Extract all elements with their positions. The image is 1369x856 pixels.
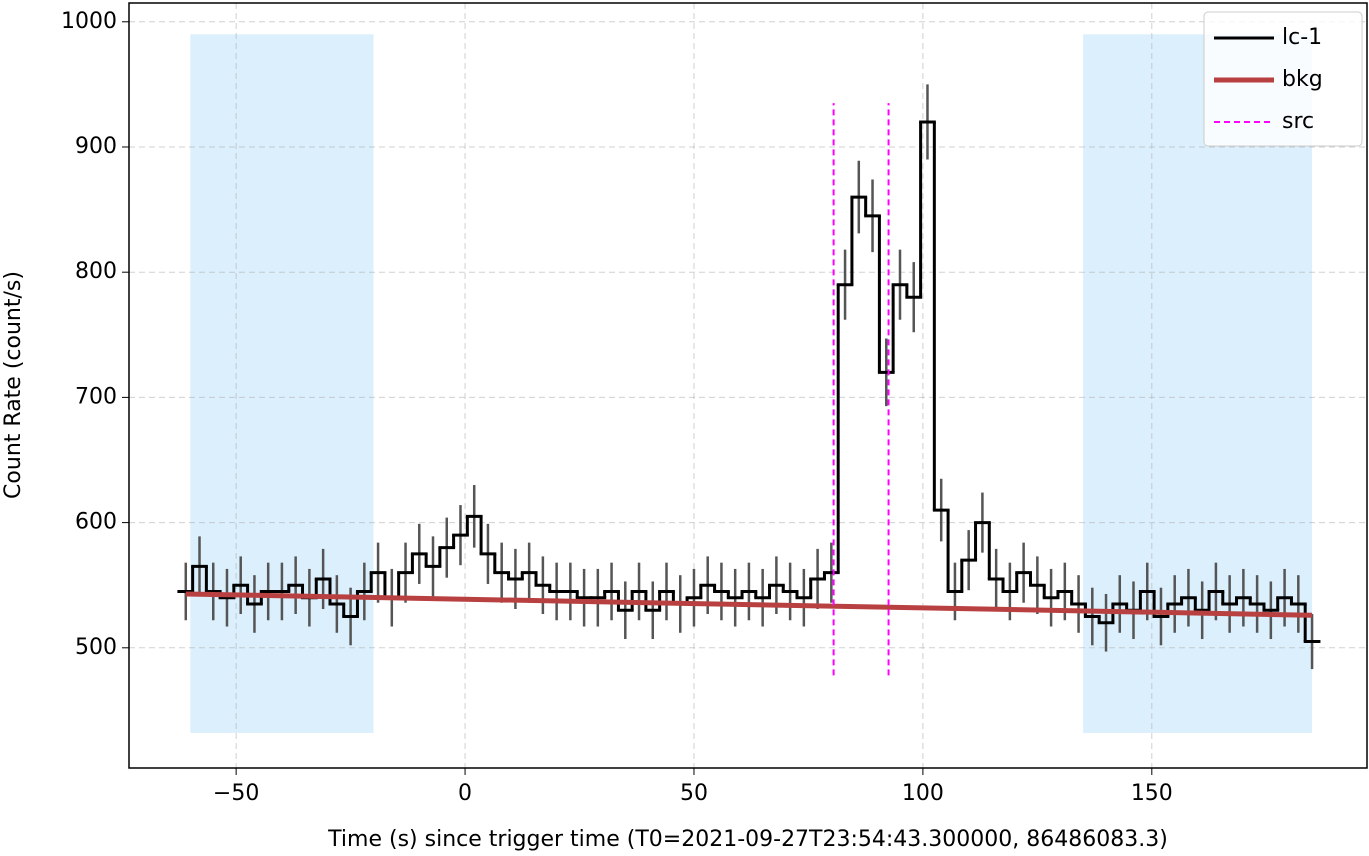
bkg-line [185,591,1313,618]
y-tick-label: 1000 [61,9,117,34]
legend-label: src [1282,109,1314,134]
x-tick-label: 50 [680,781,708,806]
y-tick-label: 900 [75,134,117,159]
y-tick-label: 600 [75,510,117,535]
x-tick-label: 150 [1131,781,1173,806]
legend-box [1203,11,1363,147]
x-tick-label: 0 [458,781,472,806]
bkg-interval [190,34,374,733]
x-tick-label: −50 [213,781,259,806]
x-tick-label: 100 [902,781,944,806]
y-tick-label: 700 [75,384,117,409]
y-tick-label: 500 [75,635,117,660]
x-axis-label: Time (s) since trigger time (T0=2021-09-… [327,827,1168,852]
legend-label: lc-1 [1282,25,1322,50]
plot-frame [128,2,1368,769]
legend-label: bkg [1282,67,1323,92]
y-tick-label: 800 [75,259,117,284]
y-axis-label: Count Rate (count/s) [1,271,26,499]
